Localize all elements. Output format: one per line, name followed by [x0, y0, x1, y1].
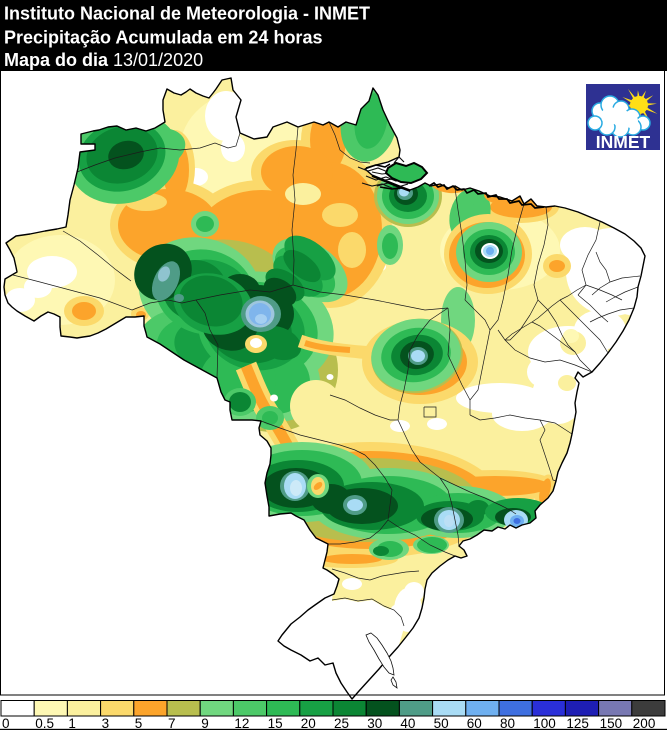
svg-text:15: 15: [268, 716, 283, 730]
svg-text:Mapa do dia 13/01/2020: Mapa do dia 13/01/2020: [4, 50, 203, 70]
svg-text:0: 0: [2, 716, 10, 730]
svg-text:40: 40: [400, 716, 415, 730]
svg-text:Precipitação Acumulada em 24 h: Precipitação Acumulada em 24 horas: [4, 28, 322, 48]
svg-text:100: 100: [533, 716, 556, 730]
svg-text:3: 3: [102, 716, 110, 730]
svg-text:9: 9: [201, 716, 209, 730]
svg-text:0.5: 0.5: [35, 716, 54, 730]
svg-text:80: 80: [500, 716, 515, 730]
svg-text:30: 30: [367, 716, 382, 730]
svg-text:25: 25: [334, 716, 349, 730]
svg-text:60: 60: [467, 716, 482, 730]
svg-text:7: 7: [168, 716, 176, 730]
svg-text:20: 20: [301, 716, 316, 730]
svg-text:12: 12: [234, 716, 249, 730]
svg-text:125: 125: [566, 716, 589, 730]
svg-text:5: 5: [135, 716, 143, 730]
svg-text:1: 1: [68, 716, 76, 730]
svg-text:150: 150: [600, 716, 623, 730]
svg-text:Instituto Nacional de Meteorol: Instituto Nacional de Meteorologia - INM…: [4, 4, 370, 24]
svg-text:200: 200: [633, 716, 656, 730]
svg-text:INMET: INMET: [596, 132, 651, 152]
svg-text:50: 50: [434, 716, 449, 730]
